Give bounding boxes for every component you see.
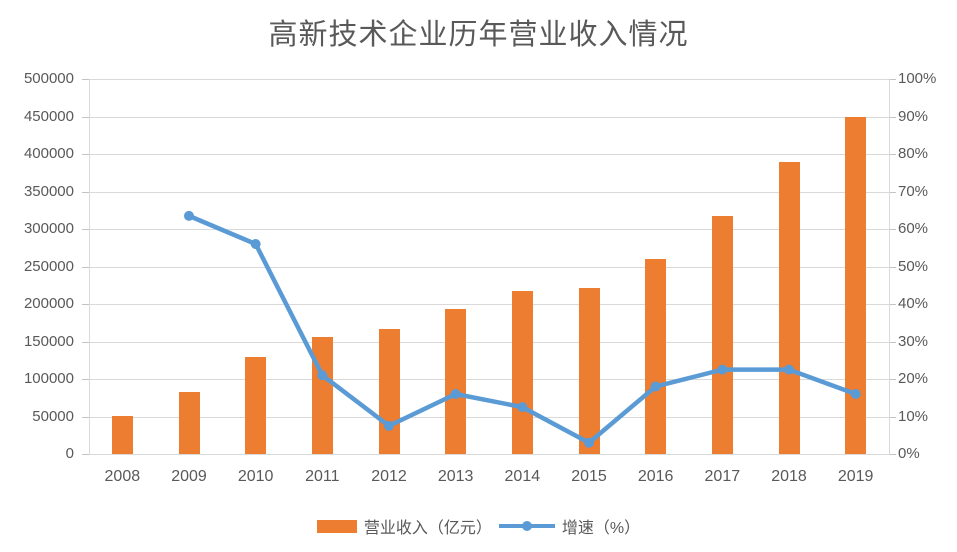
- y-axis-right-tick-label: 50%: [898, 257, 929, 275]
- y-axis-left-tick-label: 50000: [32, 407, 74, 425]
- y-axis-left-tick-label: 0: [65, 445, 74, 462]
- gridline: [89, 79, 889, 80]
- y-axis-right-tick-label: 90%: [898, 107, 929, 125]
- y-axis-right-tick: [889, 341, 896, 343]
- y-axis-left-tick-label: 250000: [23, 257, 74, 275]
- y-axis-left-tick-label: 450000: [23, 107, 74, 125]
- x-axis-tick-label: 2018: [771, 468, 807, 485]
- gridline: [89, 266, 889, 268]
- y-axis-right-tick-label: 40%: [898, 295, 929, 312]
- y-axis-right-tick: [889, 229, 896, 230]
- chart-legend: 营业收入（亿元） 增速（%）: [0, 514, 957, 538]
- gridline: [89, 341, 889, 343]
- revenue-bar-2017: [711, 215, 733, 454]
- gridline: [89, 229, 889, 230]
- revenue-bar-2016: [645, 259, 667, 454]
- gridline: [89, 416, 889, 418]
- y-axis-left-tick: [82, 454, 89, 455]
- revenue-bar-2009: [178, 391, 200, 454]
- x-axis-tick-label: 2011: [305, 468, 340, 485]
- y-axis-left-line: [89, 79, 90, 455]
- revenue-legend-label: 营业收入（亿元）: [363, 520, 492, 537]
- y-axis-left-tick: [82, 229, 89, 230]
- y-axis-right-tick: [889, 79, 896, 80]
- revenue-legend-swatch: [316, 519, 357, 533]
- revenue-bar-2012: [378, 328, 400, 454]
- revenue-bar-2014: [511, 291, 533, 454]
- gridline: [89, 154, 889, 155]
- x-axis-tick-label: 2016: [637, 468, 674, 485]
- chart-title: 高新技术企业历年营业收入情况: [268, 17, 689, 51]
- y-axis-right-tick: [889, 454, 896, 455]
- y-axis-right-tick: [889, 191, 896, 193]
- growth-legend-dot-icon: [521, 521, 532, 531]
- y-axis-left-tick: [82, 266, 89, 268]
- growth-point-2009: [184, 210, 194, 221]
- y-axis-left-tick: [82, 79, 89, 80]
- y-axis-left-tick: [82, 379, 89, 380]
- y-axis-left-tick-label: 300000: [23, 220, 74, 237]
- y-axis-left-tick-label: 500000: [23, 70, 74, 87]
- revenue-bar-2008: [111, 415, 133, 454]
- y-axis-right-tick-label: 10%: [898, 407, 929, 425]
- x-axis-tick-label: 2012: [371, 468, 407, 485]
- x-axis-tick-label: 2009: [171, 468, 207, 485]
- y-axis-right-tick-label: 20%: [898, 370, 929, 387]
- y-axis-right-tick: [889, 116, 896, 118]
- y-axis-right-tick-label: 100%: [898, 70, 937, 87]
- revenue-bar-2019: [845, 116, 867, 454]
- y-axis-left-tick-label: 350000: [23, 182, 74, 200]
- y-axis-left-tick: [82, 304, 89, 305]
- y-axis-right-tick: [889, 379, 896, 380]
- x-axis-tick-label: 2014: [504, 468, 541, 485]
- x-axis-tick-label: 2015: [571, 468, 607, 485]
- y-axis-left-tick-label: 100000: [23, 370, 74, 387]
- y-axis-right-line: [889, 79, 890, 455]
- y-axis-right-tick: [889, 304, 896, 305]
- x-axis-tick-label: 2017: [704, 468, 741, 485]
- revenue-bar-2015: [578, 287, 600, 454]
- y-axis-left-tick: [82, 191, 89, 193]
- y-axis-left-tick: [82, 116, 89, 118]
- gridline: [89, 116, 889, 118]
- gridline: [89, 379, 889, 380]
- y-axis-left-tick-label: 200000: [23, 295, 74, 312]
- gridline: [89, 454, 889, 455]
- growth-point-2010: [250, 239, 261, 249]
- x-axis-tick-label: 2008: [104, 468, 141, 485]
- y-axis-right-tick: [889, 416, 896, 418]
- x-axis-tick-label: 2013: [437, 468, 474, 485]
- y-axis-right-tick-label: 0%: [898, 445, 920, 462]
- y-axis-left-tick-label: 400000: [23, 145, 74, 162]
- y-axis-right-tick-label: 80%: [898, 145, 929, 162]
- growth-legend-swatch: [498, 519, 555, 533]
- y-axis-left-tick: [82, 341, 89, 343]
- revenue-bar-2013: [445, 308, 467, 454]
- revenue-bar-2018: [778, 162, 800, 454]
- y-axis-right-tick: [889, 266, 896, 268]
- y-axis-right-tick-label: 70%: [898, 182, 929, 200]
- y-axis-right-tick-label: 30%: [898, 332, 929, 350]
- y-axis-left-tick-label: 150000: [23, 332, 74, 350]
- revenue-bar-2011: [311, 337, 333, 454]
- gridline: [89, 191, 889, 193]
- growth-legend-label: 增速（%）: [561, 520, 641, 537]
- revenue-bar-2010: [245, 356, 267, 454]
- y-axis-right-tick-label: 60%: [898, 220, 929, 237]
- gridline: [89, 304, 889, 305]
- y-axis-left-tick: [82, 416, 89, 418]
- y-axis-right-tick: [889, 154, 896, 155]
- x-axis-tick-label: 2019: [837, 468, 874, 485]
- y-axis-left-tick: [82, 154, 89, 155]
- x-axis-tick-label: 2010: [237, 468, 274, 485]
